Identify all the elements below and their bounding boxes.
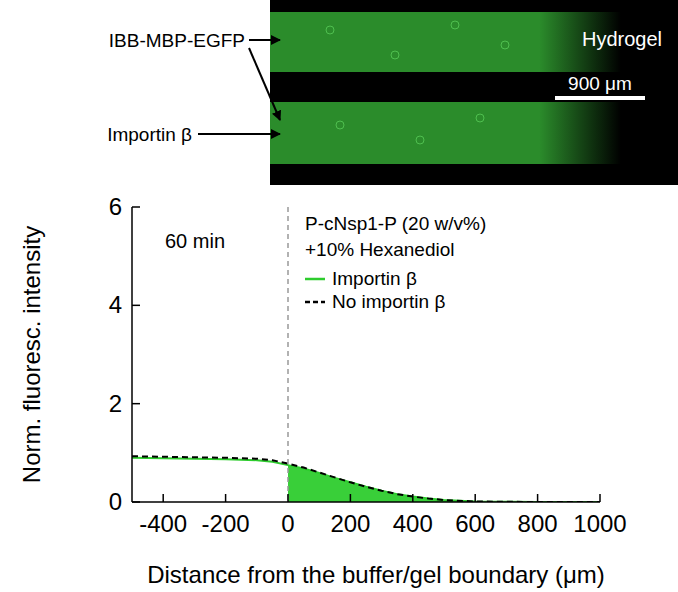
y-tick-label: 6 — [109, 193, 122, 220]
micrograph: Hydrogel 900 μm — [270, 0, 678, 185]
x-tick — [225, 494, 227, 502]
x-axis — [132, 501, 600, 503]
boundary-line — [287, 207, 289, 502]
x-tick — [350, 494, 352, 502]
x-tick-label: 0 — [281, 510, 294, 537]
y-tick-label: 0 — [109, 488, 122, 515]
condition-label: P-cNsp1-P (20 w/v%) — [305, 213, 486, 234]
arrow — [249, 48, 280, 120]
y-tick — [132, 403, 140, 405]
y-tick — [132, 206, 140, 208]
x-tick-label: 800 — [518, 510, 558, 537]
legend-label: No importin β — [332, 291, 445, 312]
x-tick — [412, 494, 414, 502]
area-fill — [288, 465, 600, 502]
y-axis — [131, 207, 133, 502]
series-line — [132, 456, 600, 502]
plot-area — [132, 456, 600, 502]
y-axis-title: Norm. fluoresc. intensity — [18, 226, 45, 483]
x-tick — [287, 494, 289, 502]
hydrogel-label: Hydrogel — [582, 28, 662, 50]
series-line — [132, 458, 600, 502]
legend-swatch — [305, 278, 325, 281]
condition-label: +10% Hexanediol — [305, 239, 454, 260]
arrow — [198, 133, 280, 135]
y-tick-label: 2 — [109, 390, 122, 417]
bubble — [326, 26, 334, 34]
x-tick-label: 200 — [330, 510, 370, 537]
micrograph-background — [270, 0, 678, 185]
channel-lower — [270, 102, 678, 164]
x-tick — [474, 494, 476, 502]
channel-upper — [270, 12, 678, 72]
channel-label: Importin β — [107, 124, 192, 145]
legend-swatch — [305, 301, 325, 304]
legend-label: Importin β — [332, 268, 417, 289]
scale-bar-label: 900 μm — [568, 73, 632, 94]
legend: Importin βNo importin β — [305, 268, 445, 312]
x-tick-label: -200 — [202, 510, 250, 537]
x-tick — [537, 494, 539, 502]
figure: Hydrogel 900 μm IBB-MBP-EGFP Importin β -400… — [0, 0, 678, 592]
bubble — [416, 136, 424, 144]
scale-bar — [555, 96, 645, 100]
time-label: 60 min — [165, 230, 225, 252]
channel-label: IBB-MBP-EGFP — [109, 30, 245, 51]
arrow — [249, 39, 280, 41]
x-tick-label: 400 — [393, 510, 433, 537]
x-tick — [162, 494, 164, 502]
bubble — [476, 114, 484, 122]
bubble — [501, 41, 509, 49]
y-tick — [132, 501, 140, 503]
x-tick-label: 1000 — [573, 510, 626, 537]
x-tick — [599, 494, 601, 502]
x-tick-label: -400 — [139, 510, 187, 537]
y-tick — [132, 305, 140, 307]
bubble — [451, 21, 459, 29]
x-tick-label: 600 — [455, 510, 495, 537]
bubble — [391, 51, 399, 59]
y-tick-label: 4 — [109, 291, 122, 318]
bubble — [336, 121, 344, 129]
x-axis-title: Distance from the buffer/gel boundary (μ… — [147, 561, 605, 588]
